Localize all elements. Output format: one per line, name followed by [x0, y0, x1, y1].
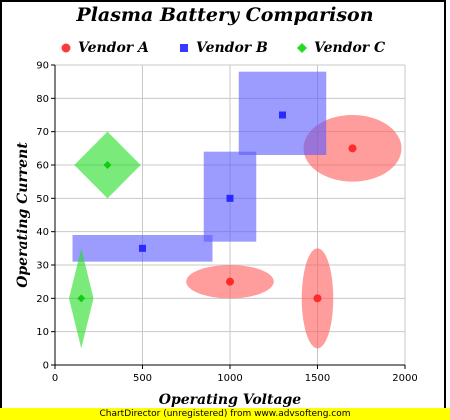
- y-tick-label: 90: [36, 61, 49, 72]
- y-axis-title: Operating Current: [15, 142, 31, 288]
- point-vendor-b: [279, 111, 286, 119]
- footer-banner: ChartDirector (unregistered) from www.ad…: [0, 408, 450, 420]
- y-tick-label: 0: [43, 361, 49, 372]
- point-vendor-a: [226, 277, 234, 286]
- point-vendor-a: [313, 294, 322, 303]
- legend-label-vendor-c: Vendor C: [314, 40, 386, 56]
- legend-item-vendor-a: Vendor A: [60, 40, 149, 56]
- x-tick-label: 500: [133, 373, 152, 384]
- y-tick-label: 30: [36, 261, 49, 272]
- y-tick-label: 20: [36, 294, 49, 305]
- point-vendor-a: [348, 144, 357, 153]
- y-tick-label: 70: [36, 127, 49, 138]
- point-vendor-c: [103, 161, 112, 169]
- chart-legend: Vendor A Vendor B Vendor C: [0, 40, 450, 60]
- y-tick-label: 50: [36, 194, 49, 205]
- y-tick-label: 40: [36, 227, 49, 238]
- legend-marker-vendor-a: [61, 43, 71, 53]
- y-tick-label: 80: [36, 94, 49, 105]
- y-tick-label: 60: [36, 161, 49, 172]
- y-tick-label: 10: [36, 327, 49, 338]
- point-vendor-b: [226, 194, 234, 202]
- x-axis-title: Operating Voltage: [159, 392, 302, 408]
- marker-layer: [77, 111, 357, 303]
- x-tick-label: 0: [52, 373, 58, 384]
- axis-layer: 0 500 1000 1500 2000 0 10 20 30 40 50 60 70 80 90: [36, 61, 417, 385]
- x-tick-label: 2000: [392, 373, 417, 384]
- x-tick-label: 1000: [217, 373, 242, 384]
- point-vendor-b: [139, 244, 146, 252]
- legend-label-vendor-a: Vendor A: [78, 40, 149, 56]
- x-tick-label: 1500: [305, 373, 330, 384]
- zone-layer: [69, 71, 402, 349]
- legend-item-vendor-c: Vendor C: [296, 40, 385, 56]
- legend-marker-vendor-c: [297, 43, 307, 53]
- point-vendor-c: [77, 294, 86, 303]
- legend-label-vendor-b: Vendor B: [196, 40, 268, 56]
- legend-item-vendor-b: Vendor B: [178, 40, 268, 56]
- chart-title: Plasma Battery Comparison: [76, 4, 374, 26]
- legend-marker-vendor-b: [180, 44, 188, 52]
